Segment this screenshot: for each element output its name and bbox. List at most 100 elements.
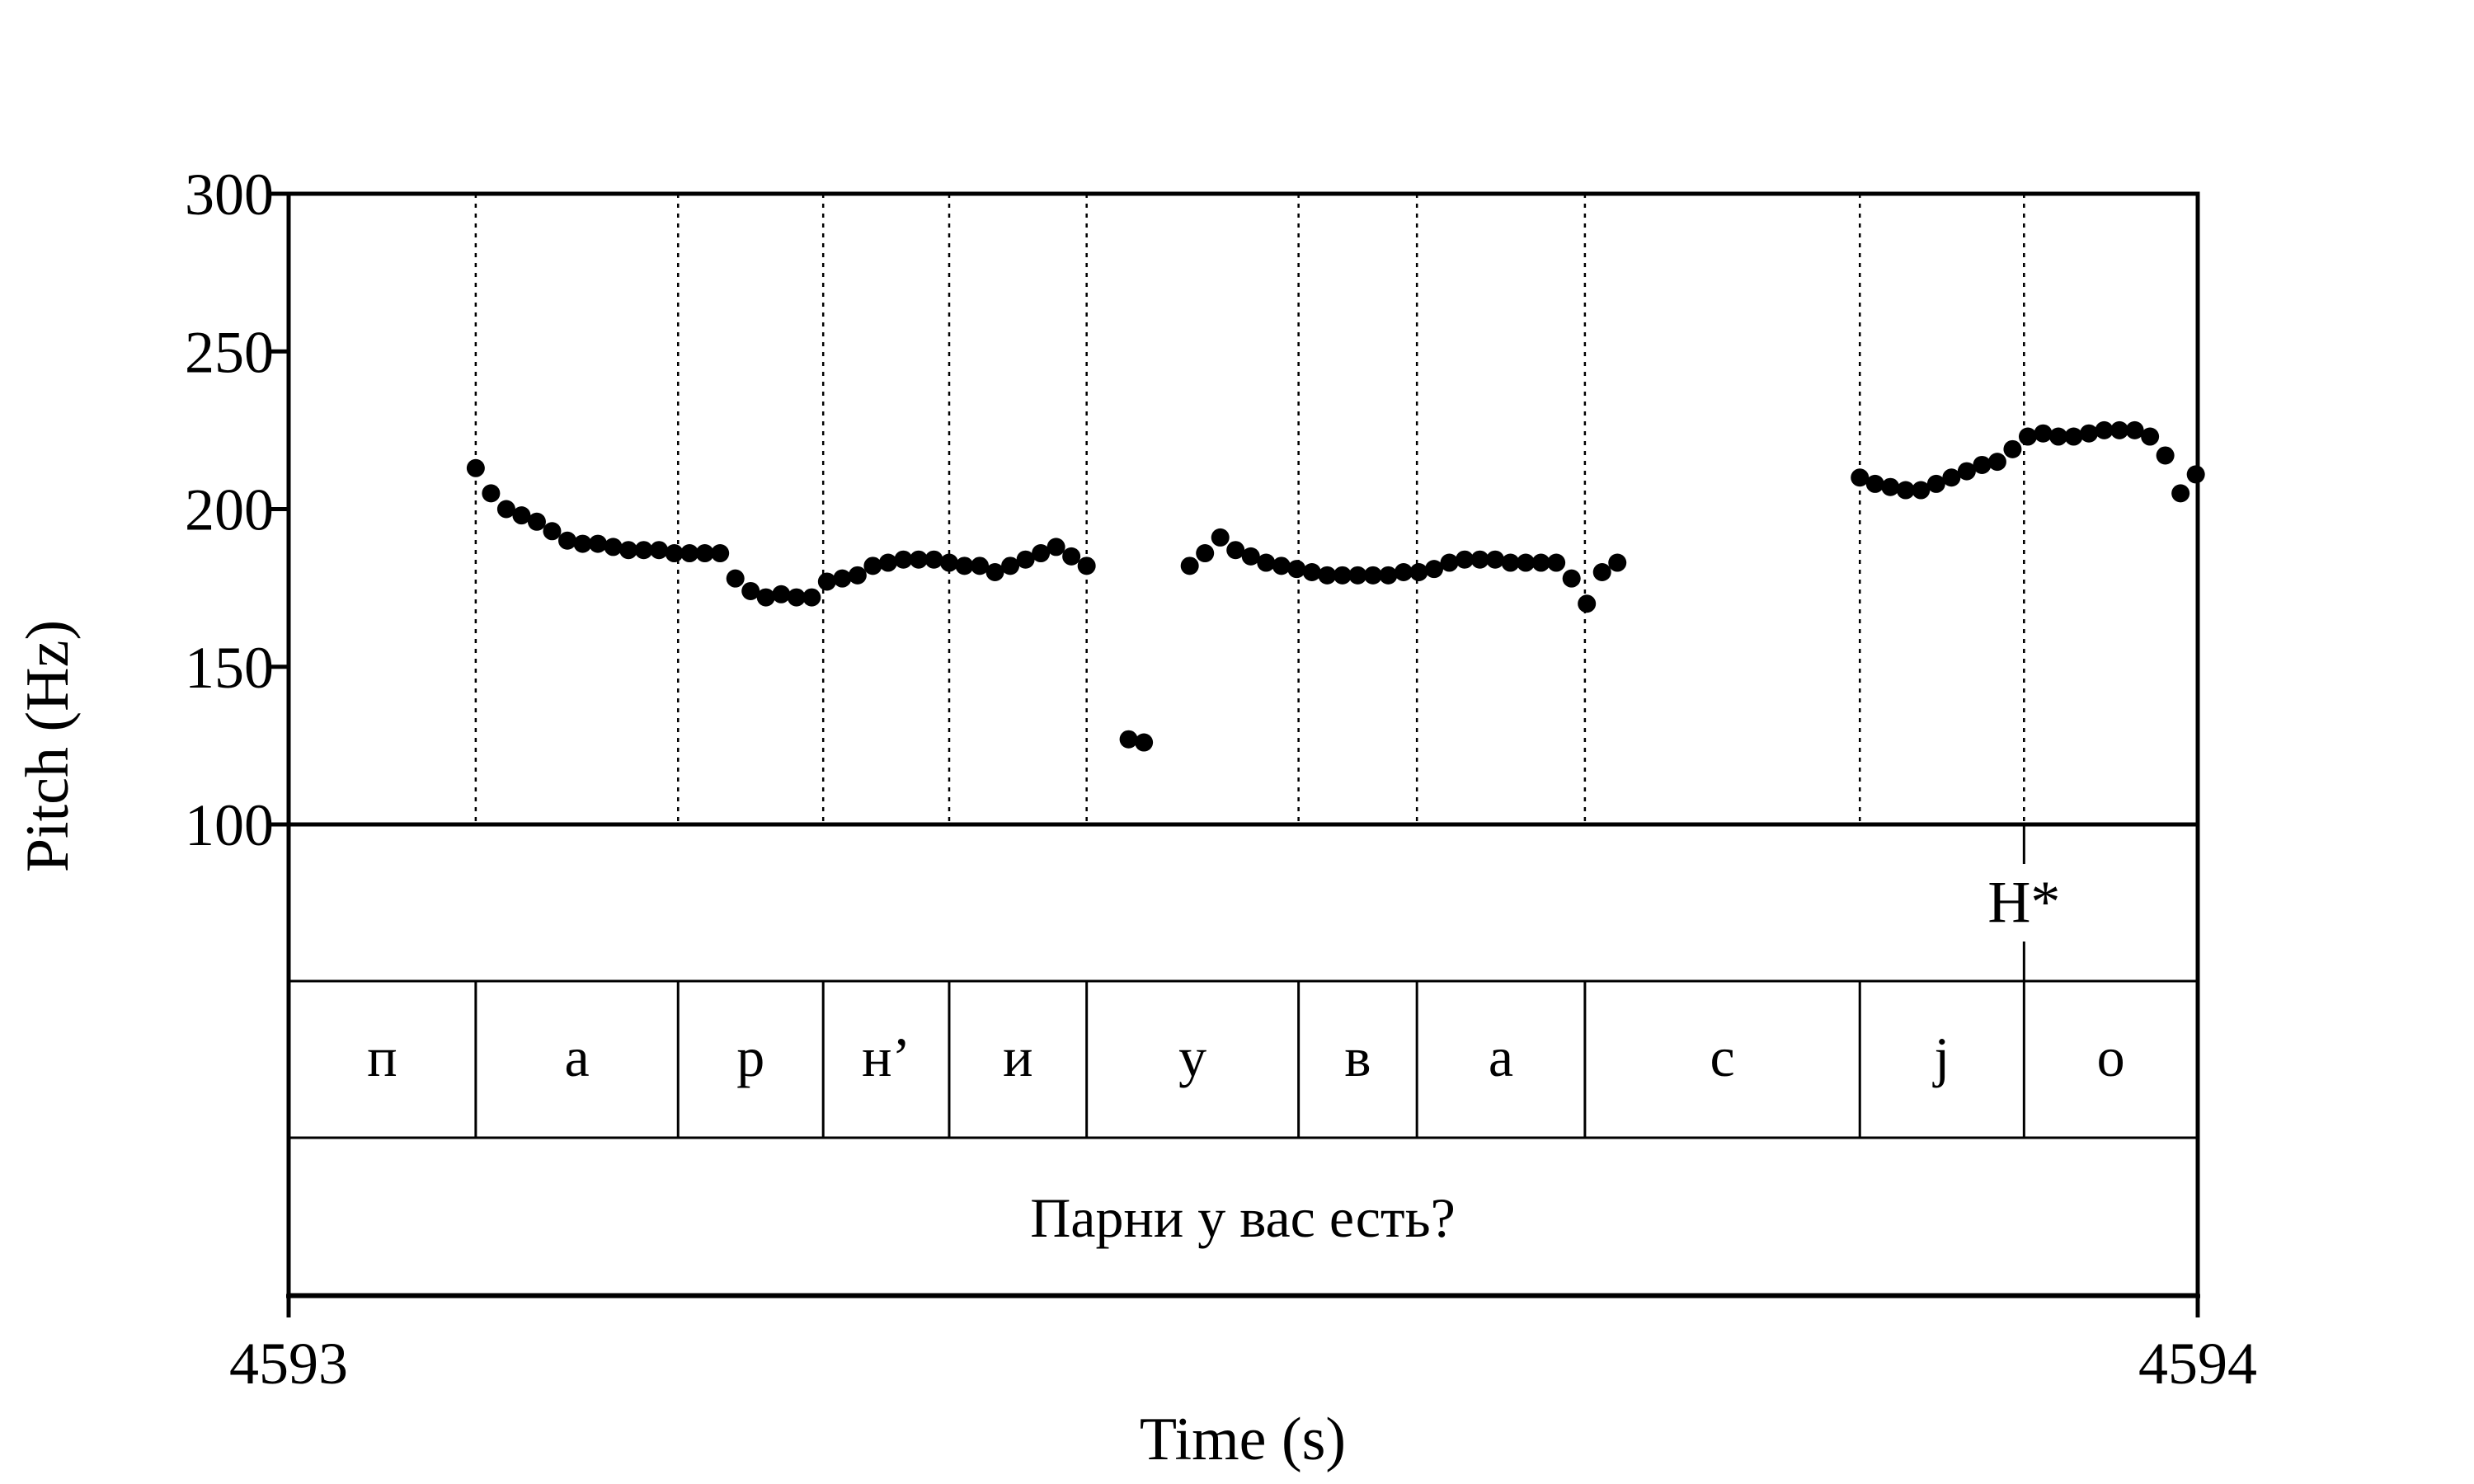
pitch-point	[1196, 544, 1215, 563]
pitch-point	[2110, 420, 2129, 439]
pitch-point	[1957, 462, 1976, 481]
x-axis-title: Time (s)	[1140, 1406, 1346, 1473]
pitch-point	[772, 585, 791, 603]
pitch-point	[1226, 541, 1245, 560]
pitch-point	[878, 553, 897, 572]
pitch-point	[1501, 553, 1520, 572]
pitch-point	[2018, 427, 2037, 446]
pitch-point	[1287, 560, 1306, 579]
pitch-point	[482, 484, 501, 503]
pitch-point	[711, 544, 730, 563]
pitch-point	[1517, 553, 1536, 572]
y-tick-label: 100	[185, 792, 274, 858]
pitch-point	[589, 534, 608, 553]
pitch-point	[924, 550, 943, 569]
segment-label: в	[1344, 1026, 1371, 1088]
segment-labels: п а р н’ и у в а с j о	[367, 1026, 2124, 1088]
pitch-point	[894, 550, 913, 569]
pitch-point	[543, 522, 562, 541]
segment-label: у	[1178, 1026, 1206, 1088]
pitch-point	[1851, 468, 1870, 487]
pitch-point	[1425, 560, 1443, 579]
pitch-panel-frame	[286, 191, 2200, 827]
x-tick-label: 4593	[229, 1331, 348, 1397]
pitch-point	[2125, 420, 2144, 439]
pitch-point	[1547, 553, 1566, 572]
pitch-point	[573, 534, 592, 553]
pitch-point	[634, 541, 653, 560]
pitch-point	[527, 512, 546, 531]
pitch-point	[985, 563, 1004, 581]
tone-label: H*	[1987, 869, 2060, 935]
y-tick-label: 200	[185, 477, 274, 543]
pitch-point	[848, 566, 867, 585]
pitch-point	[1926, 474, 1945, 493]
pitch-point	[1562, 569, 1581, 588]
pitch-point	[2141, 427, 2160, 446]
pitch-point	[512, 506, 531, 525]
pitch-point	[1987, 453, 2006, 472]
pitch-point	[2064, 427, 2083, 446]
pitch-point	[1456, 550, 1475, 569]
pitch-point	[2049, 427, 2068, 446]
pitch-point	[1333, 566, 1352, 585]
pitch-point	[1379, 566, 1398, 585]
pitch-point	[695, 544, 714, 563]
pitch-point	[1912, 481, 1931, 500]
y-axis: 100 150 200 250 300	[185, 162, 289, 858]
pitch-point	[802, 588, 821, 607]
pitch-point	[1865, 474, 1884, 493]
pitch-point	[817, 572, 836, 591]
y-axis-title: Pitch (Hz)	[14, 620, 82, 872]
pitch-point	[971, 556, 990, 575]
pitch-point	[1062, 547, 1081, 566]
tone-tier: H*	[1987, 194, 2060, 981]
pitch-point	[466, 458, 485, 477]
segment-label: р	[736, 1026, 764, 1088]
pitch-point	[2186, 465, 2205, 484]
pitch-point	[1470, 550, 1489, 569]
pitch-point	[557, 531, 576, 550]
pitch-point	[955, 556, 974, 575]
pitch-point	[1394, 563, 1413, 581]
pitch-point	[1363, 566, 1382, 585]
segment-label: п	[367, 1026, 397, 1088]
segment-boundary-lines	[474, 194, 2025, 1138]
segment-label: j	[1932, 1026, 1950, 1088]
pitch-point	[833, 569, 852, 588]
segment-label: н’	[862, 1026, 910, 1088]
pitch-point	[1077, 556, 1096, 575]
pitch-point	[863, 556, 882, 575]
pitch-point	[650, 541, 669, 560]
pitch-point	[1896, 481, 1915, 500]
pitch-point	[1180, 556, 1199, 575]
pitch-point	[1135, 733, 1154, 752]
pitch-point	[741, 581, 760, 600]
pitch-point	[1257, 553, 1276, 572]
pitch-point	[939, 553, 958, 572]
y-tick-label: 150	[185, 635, 274, 701]
pitch-point	[1440, 553, 1459, 572]
pitch-point	[2171, 484, 2190, 503]
segment-label: а	[1489, 1026, 1513, 1088]
pitch-point	[1973, 455, 1992, 474]
pitch-point	[726, 569, 745, 588]
pitch-points	[466, 420, 2205, 752]
segment-label: а	[564, 1026, 589, 1088]
pitch-point	[1881, 477, 1900, 496]
pitch-point	[756, 588, 775, 607]
pitch-point	[1016, 550, 1035, 569]
pitch-point	[665, 544, 684, 563]
pitch-point	[1272, 556, 1291, 575]
pitch-point	[1942, 468, 1961, 487]
pitch-point	[787, 588, 806, 607]
pitch-point	[2095, 420, 2114, 439]
pitch-point	[1302, 563, 1321, 581]
pitch-point	[1047, 538, 1065, 556]
segment-label: о	[2097, 1026, 2125, 1088]
pitch-point	[680, 544, 699, 563]
pitch-point	[1348, 566, 1367, 585]
sentence-label: Парни у вас есть?	[1030, 1186, 1456, 1249]
pitch-point	[604, 538, 623, 556]
